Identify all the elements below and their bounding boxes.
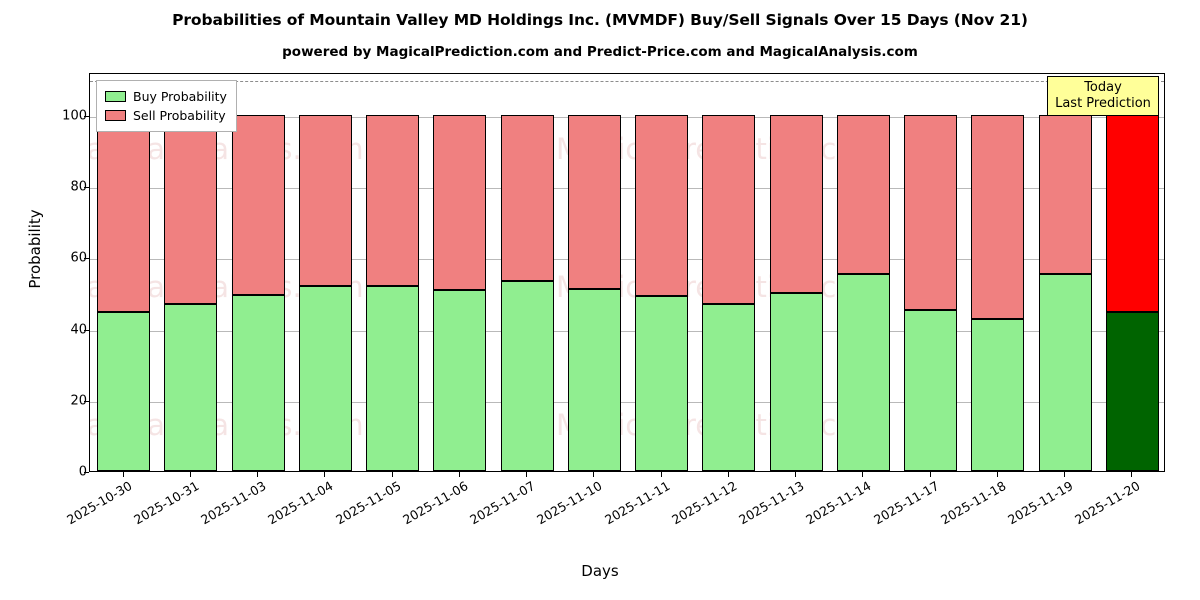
bar-group[interactable] xyxy=(904,74,958,471)
bar-group[interactable] xyxy=(1105,74,1159,471)
bar-sell-probability[interactable] xyxy=(500,114,554,282)
x-tick-mark xyxy=(257,472,259,477)
bar-sell-probability[interactable] xyxy=(231,114,285,295)
bar-buy-probability[interactable] xyxy=(97,312,151,471)
x-tick-mark xyxy=(526,472,528,477)
today-annotation: Today Last Prediction xyxy=(1047,76,1159,116)
x-tick-mark xyxy=(189,472,191,477)
x-tick-mark xyxy=(1131,472,1133,477)
x-tick-mark xyxy=(593,472,595,477)
x-tick-mark xyxy=(996,472,998,477)
bar-group[interactable] xyxy=(635,74,689,471)
bar-buy-probability[interactable] xyxy=(971,319,1025,471)
gridline xyxy=(90,401,1164,403)
today-label-line1: Today xyxy=(1084,80,1122,95)
bar-group[interactable] xyxy=(500,74,554,471)
bar-sell-probability[interactable] xyxy=(971,114,1025,320)
y-tick-mark xyxy=(84,472,89,473)
today-label-line2: Last Prediction xyxy=(1055,95,1151,111)
x-tick-mark xyxy=(391,472,393,477)
bar-sell-probability[interactable] xyxy=(769,114,823,293)
x-tick-mark xyxy=(660,472,662,477)
bar-sell-probability[interactable] xyxy=(366,114,420,286)
bar-group[interactable] xyxy=(1038,74,1092,471)
bar-buy-probability[interactable] xyxy=(164,303,218,471)
bar-group[interactable] xyxy=(433,74,487,471)
y-tick-mark xyxy=(84,329,89,331)
bar-buy-probability[interactable] xyxy=(702,303,756,471)
bar-sell-probability[interactable] xyxy=(1038,114,1092,274)
bar-buy-probability[interactable] xyxy=(1105,312,1159,471)
x-tick-mark xyxy=(1064,472,1066,477)
y-tick-label: 80 xyxy=(70,179,87,195)
y-tick-mark xyxy=(84,258,89,260)
bar-buy-probability[interactable] xyxy=(567,288,621,471)
bar-sell-probability[interactable] xyxy=(164,114,218,304)
legend-label-sell: Sell Probability xyxy=(133,108,226,123)
bar-group[interactable] xyxy=(164,74,218,471)
legend-item-buy: Buy Probability xyxy=(105,87,227,106)
chart-title: Probabilities of Mountain Valley MD Hold… xyxy=(172,11,1028,29)
bar-group[interactable] xyxy=(97,74,151,471)
bar-group[interactable] xyxy=(836,74,890,471)
plot-area: MagicalAnalysis.comMagicalPrediction.com… xyxy=(89,73,1165,472)
legend-item-sell: Sell Probability xyxy=(105,106,227,125)
x-tick-mark xyxy=(795,472,797,477)
bar-group[interactable] xyxy=(567,74,621,471)
bar-group[interactable] xyxy=(971,74,1025,471)
bar-group[interactable] xyxy=(702,74,756,471)
bar-sell-probability[interactable] xyxy=(1105,114,1159,313)
bar-group[interactable] xyxy=(298,74,352,471)
y-tick-label: 40 xyxy=(70,322,87,337)
bar-sell-probability[interactable] xyxy=(702,114,756,304)
bar-buy-probability[interactable] xyxy=(298,285,352,471)
y-tick-mark xyxy=(84,187,89,188)
x-tick-mark xyxy=(324,472,326,477)
gridline xyxy=(90,259,1164,261)
legend-label-buy: Buy Probability xyxy=(133,89,227,104)
bar-buy-probability[interactable] xyxy=(635,296,689,471)
chart-legend: Buy Probability Sell Probability xyxy=(96,80,237,132)
bar-buy-probability[interactable] xyxy=(231,294,285,471)
bar-buy-probability[interactable] xyxy=(433,290,487,471)
gridline xyxy=(90,188,1164,189)
x-tick-mark xyxy=(727,472,729,477)
y-tick-label: 100 xyxy=(62,108,87,124)
x-tick-mark xyxy=(929,472,931,477)
legend-swatch-sell xyxy=(105,110,126,121)
bar-buy-probability[interactable] xyxy=(1038,273,1092,471)
gridline xyxy=(90,330,1164,332)
bar-sell-probability[interactable] xyxy=(298,114,352,286)
y-tick-label: 20 xyxy=(70,393,87,409)
bar-buy-probability[interactable] xyxy=(836,273,890,471)
x-axis-label: Days xyxy=(581,562,619,580)
bar-buy-probability[interactable] xyxy=(500,281,554,471)
x-tick-mark xyxy=(458,472,460,477)
bar-group[interactable] xyxy=(231,74,285,471)
bar-sell-probability[interactable] xyxy=(97,114,151,313)
chart-subtitle: powered by MagicalPrediction.com and Pre… xyxy=(282,44,918,60)
bar-buy-probability[interactable] xyxy=(366,285,420,471)
bar-sell-probability[interactable] xyxy=(567,114,621,289)
x-tick-mark xyxy=(862,472,864,477)
y-tick-mark xyxy=(84,400,89,402)
x-tick-mark xyxy=(122,472,124,477)
y-axis-label: Probability xyxy=(26,209,44,289)
threshold-line xyxy=(90,81,1164,83)
gridline xyxy=(90,116,1164,118)
bar-sell-probability[interactable] xyxy=(635,114,689,297)
legend-swatch-buy xyxy=(105,91,126,102)
y-tick-label: 60 xyxy=(70,250,87,266)
bar-group[interactable] xyxy=(366,74,420,471)
y-tick-label: 0 xyxy=(78,464,87,480)
bar-sell-probability[interactable] xyxy=(836,114,890,274)
y-tick-mark xyxy=(84,115,89,117)
bar-buy-probability[interactable] xyxy=(769,292,823,471)
bar-buy-probability[interactable] xyxy=(904,309,958,471)
bar-group[interactable] xyxy=(769,74,823,471)
bar-sell-probability[interactable] xyxy=(433,114,487,291)
bar-sell-probability[interactable] xyxy=(904,114,958,310)
